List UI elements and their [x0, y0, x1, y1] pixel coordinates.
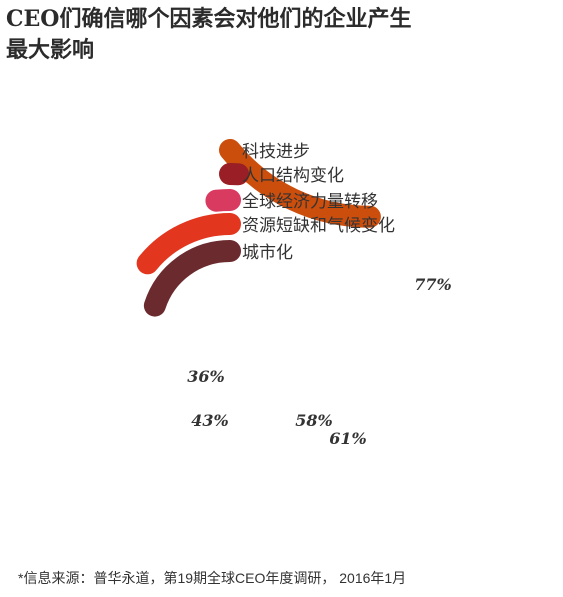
chart-value-labels: 77% 61%58% 43% 36%	[187, 275, 451, 448]
value-label-5: 36%	[187, 367, 224, 386]
value-label-1: 77%	[414, 275, 451, 294]
arc-bar-3	[205, 188, 241, 212]
chart-title-line-2: 最大影响	[6, 37, 95, 63]
value-label-3: 58%	[295, 411, 332, 430]
chart-title: CEO们确信哪个因素会对他们的企业产生 最大影响	[6, 4, 546, 66]
arc-bar-4	[136, 213, 241, 275]
category-label-5: 城市化	[242, 243, 293, 263]
chart-title-line-1: CEO们确信哪个因素会对他们的企业产生	[6, 6, 412, 32]
value-label-2: 61%	[329, 429, 366, 448]
source-note: *信息来源：普华永道，第19期全球CEO年度调研， 2016年1月	[18, 570, 407, 586]
category-label-2: 人口结构变化	[242, 166, 344, 186]
category-label-3: 全球经济力量转移	[242, 192, 378, 212]
value-label-4: 43%	[191, 411, 228, 430]
chart-arcs	[136, 139, 381, 317]
arc-bar-5	[143, 240, 241, 317]
category-label-4: 资源短缺和气候变化	[242, 216, 395, 236]
category-label-1: 科技进步	[242, 142, 310, 162]
